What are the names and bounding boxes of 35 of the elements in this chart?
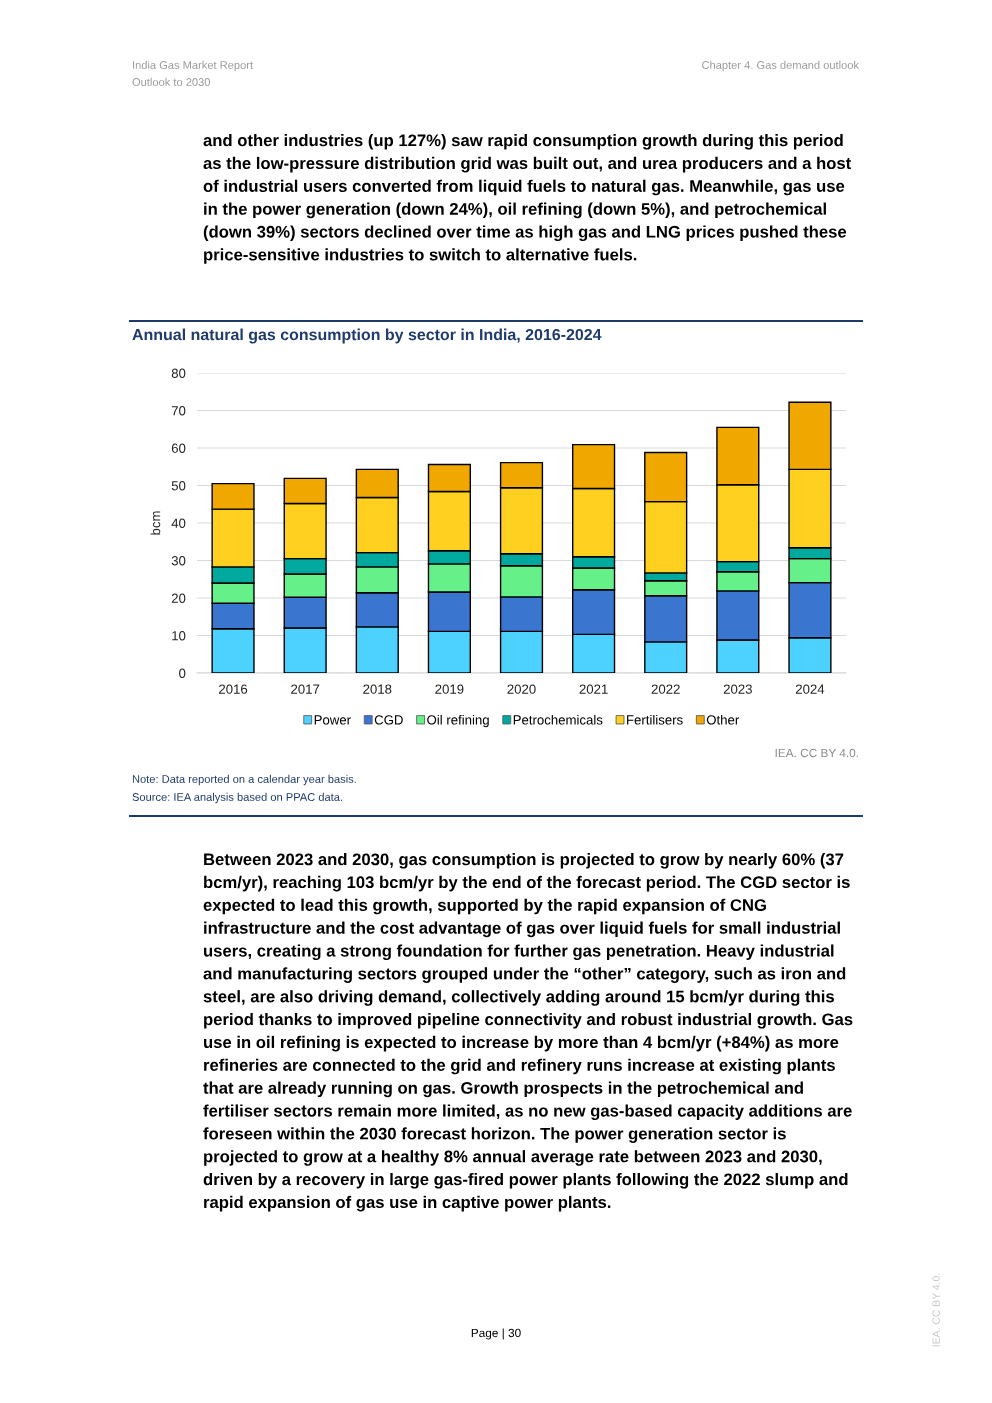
text: India Gas Market Report	[133, 60, 253, 72]
y-tick-label: 50	[171, 481, 186, 491]
y-tick-label: 20	[171, 593, 186, 603]
x-tick-label: 2021	[579, 684, 608, 694]
x-tick-label: 2022	[651, 684, 680, 694]
x-tick-label: 2020	[507, 684, 536, 694]
legend-label: Other	[706, 714, 740, 725]
y-tick-label: 80	[171, 368, 186, 378]
x-tick-label: 2017	[291, 684, 320, 694]
x-tick-label: 2018	[363, 684, 392, 694]
y-tick-label: 30	[171, 556, 186, 566]
text: Note: Data reported on a calendar year basis.	[132, 774, 356, 786]
y-tick-label: 70	[171, 406, 186, 416]
text: and other industries (up 127%) saw rapid consumption growth during this period as the low-pressure distribution grid was built out, and urea producers and a host of industrial users converted from liquid fuels to natural gas. Meanwhile, gas use in the power generation (down 24%), oil refining (down 5%), and petrochemical (down 39%) sectors declined over time as high gas and LNG prices pushed these price-sensitive industries to switch to alternative fuels.	[203, 134, 852, 264]
legend-label: Power	[314, 715, 351, 725]
text: IEA. CC BY 4.0.	[775, 748, 858, 758]
legend-label: Fertilisers	[627, 714, 683, 725]
text: Chapter 4. Gas demand outlook	[702, 60, 860, 72]
text: Between 2023 and 2030, gas consumption is projected to grow by nearly 60% (37 bcm/yr), reaching 103 bcm/yr by the end of the forecast period. The CGD sector is expected to lead this growth, supported by the rapid expansion of CNG infrastructure and the cost advantage of gas over liquid fuels for small industrial users, creating a strong foundation for further gas penetration. Heavy industrial and manufacturing sectors grouped under the “other” category, such as iron and steel, are also driving demand, collectively adding around 15 bcm/yr during this period thanks to improved pipeline connectivity and robust industrial growth. Gas use in oil refining is expected to increase by more than 4 bcm/yr (+84%) as more refineries are connected to the grid and refinery runs increase at existing plants that are already running on gas. Growth prospects in the petrochemical and fertiliser sectors remain more limited, as no new gas-based capacity additions are foreseen within the 2030 forecast horizon. The power generation sector is projected to grow at a healthy 8% annual average rate between 2023 and 2030, driven by a recovery in large gas-fired power plants following the 2022 slump and rapid expansion of gas use in captive power plants.	[203, 853, 853, 1212]
x-tick-label: 2023	[723, 684, 752, 694]
y-tick-label: 0	[179, 668, 186, 678]
source-note: Source: IEA analysis based on PPAC data.	[132, 792, 343, 804]
y-axis-title: bcm	[150, 511, 161, 535]
y-tick-label: 10	[172, 631, 186, 641]
legend-label: CGD	[374, 715, 403, 725]
legend-label: Petrochemicals	[513, 714, 603, 725]
x-tick-label: 2019	[435, 684, 464, 694]
x-tick-label: 2024	[795, 684, 825, 694]
chart-title: Annual natural gas consumption by sector in India, 2016-2024	[132, 328, 602, 344]
legend-label: Oil refining	[427, 714, 489, 728]
x-tick-label: 2016	[219, 684, 248, 694]
y-tick-label: 60	[171, 443, 186, 453]
text: Page | 30	[471, 1328, 521, 1340]
y-tick-label: 40	[171, 518, 186, 528]
text: Outlook to 2030	[132, 77, 211, 86]
